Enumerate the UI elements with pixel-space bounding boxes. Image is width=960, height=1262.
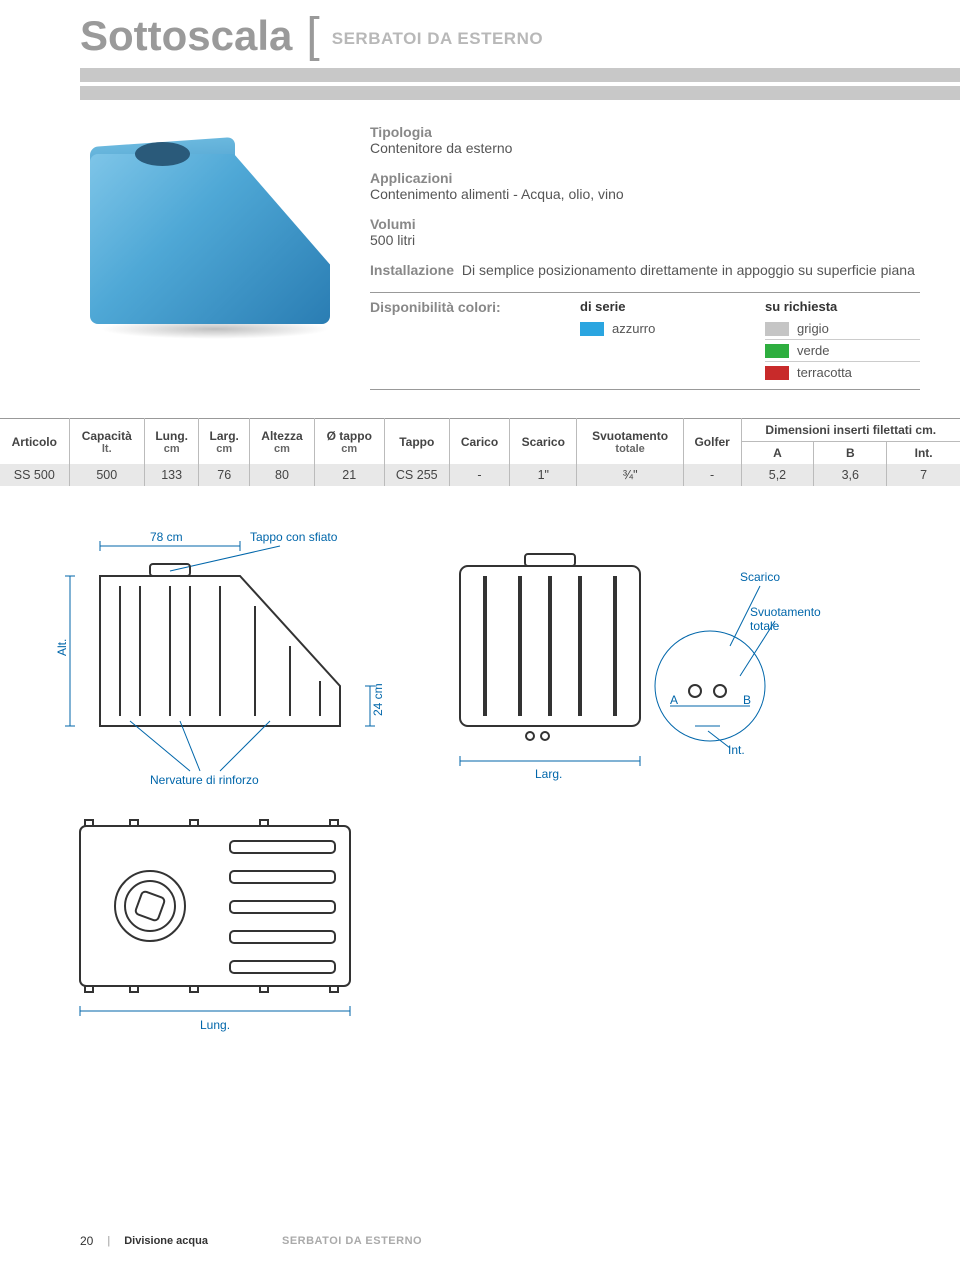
color-row: verde xyxy=(765,340,920,362)
bracket-icon: [ xyxy=(306,12,319,60)
cell-scarico: 1" xyxy=(510,464,577,486)
side-view-diagram: 78 cm Tappo con sfiato Alt. xyxy=(40,526,400,786)
divider-icon: | xyxy=(107,1235,110,1247)
page-number: 20 xyxy=(80,1234,93,1248)
specs-panel: Tipologia Contenitore da esterno Applica… xyxy=(370,124,920,390)
decorative-bars xyxy=(0,68,960,100)
division-label: Divisione acqua xyxy=(124,1235,208,1247)
nervature-label: Nervature di rinforzo xyxy=(150,773,259,786)
th-capacita: Capacità xyxy=(76,429,138,443)
cell-altezza: 80 xyxy=(250,464,315,486)
color-row: terracotta xyxy=(765,362,920,383)
th-golfer: Golfer xyxy=(690,435,735,449)
front-view-diagram: Larg. A B Scarico Svuotamento totale Int… xyxy=(430,526,850,786)
page-footer: 20 | Divisione acqua SERBATOI DA ESTERNO xyxy=(80,1234,422,1248)
cell-tappo: CS 255 xyxy=(384,464,449,486)
applicazioni-value: Contenimento alimenti - Acqua, olio, vin… xyxy=(370,186,920,202)
installazione-label: Installazione xyxy=(370,262,454,278)
detail-a: A xyxy=(670,693,678,707)
color-swatch xyxy=(580,322,604,336)
cell-articolo: SS 500 xyxy=(0,464,69,486)
th-dim-b: B xyxy=(820,446,880,460)
th-carico: Carico xyxy=(456,435,503,449)
color-swatch xyxy=(765,322,789,336)
th-dim-a: A xyxy=(748,446,808,460)
tipologia-value: Contenitore da esterno xyxy=(370,140,920,156)
footer-category: SERBATOI DA ESTERNO xyxy=(282,1235,422,1247)
color-availability: Disponibilità colori: di serie azzurro s… xyxy=(370,292,920,390)
cell-dim-int: 7 xyxy=(887,464,960,486)
cell-svuotamento: ¾" xyxy=(577,464,683,486)
svuotamento-label: Svuotamento xyxy=(750,605,821,619)
color-name: azzurro xyxy=(612,321,655,336)
cell-lung: 133 xyxy=(144,464,199,486)
scarico-label: Scarico xyxy=(740,570,780,584)
larg-label: Larg. xyxy=(535,767,562,781)
dim-78cm: 78 cm xyxy=(150,530,183,544)
applicazioni-label: Applicazioni xyxy=(370,170,920,186)
color-name: terracotta xyxy=(797,365,852,380)
th-lung: Lung. xyxy=(151,429,193,443)
alt-label: Alt. xyxy=(55,639,69,656)
th-dim-int: Int. xyxy=(893,446,954,460)
installazione-value: Di semplice posizionamento direttamente … xyxy=(462,262,915,278)
cell-dim-a: 5,2 xyxy=(741,464,814,486)
th-svuotamento: Svuotamento xyxy=(583,429,676,443)
cell-carico: - xyxy=(449,464,509,486)
color-row: azzurro xyxy=(580,318,735,339)
th-tappo: Tappo xyxy=(391,435,443,449)
cell-dim-b: 3,6 xyxy=(814,464,887,486)
category-subtitle: SERBATOI DA ESTERNO xyxy=(332,23,543,49)
volumi-label: Volumi xyxy=(370,216,920,232)
color-swatch xyxy=(765,366,789,380)
color-name: verde xyxy=(797,343,830,358)
tipologia-label: Tipologia xyxy=(370,124,920,140)
int-label: Int. xyxy=(728,743,745,757)
color-swatch xyxy=(765,344,789,358)
th-scarico: Scarico xyxy=(516,435,570,449)
th-larg: Larg. xyxy=(205,429,243,443)
serie-head: di serie xyxy=(580,299,735,314)
color-name: grigio xyxy=(797,321,829,336)
technical-drawings: 78 cm Tappo con sfiato Alt. xyxy=(0,486,960,796)
spec-table: Articolo Capacitàlt. Lung.cm Larg.cm Alt… xyxy=(0,418,960,486)
th-altezza: Altezza xyxy=(256,429,308,443)
detail-b: B xyxy=(743,693,751,707)
th-articolo: Articolo xyxy=(6,435,63,449)
richiesta-head: su richiesta xyxy=(765,299,920,314)
th-diam-tappo: Ø tappo xyxy=(321,429,378,443)
product-photo xyxy=(80,124,340,344)
cell-capacita: 500 xyxy=(69,464,144,486)
top-view-diagram: Lung. xyxy=(60,816,380,1036)
cell-diam-tappo: 21 xyxy=(314,464,384,486)
product-title: Sottoscala xyxy=(80,12,292,60)
page-header: Sottoscala [ SERBATOI DA ESTERNO xyxy=(0,0,960,68)
cell-golfer: - xyxy=(683,464,741,486)
volumi-value: 500 litri xyxy=(370,232,920,248)
colori-label: Disponibilità colori: xyxy=(370,299,550,383)
top-view-diagram-wrap: Lung. xyxy=(0,796,960,1061)
svuotamento-label2: totale xyxy=(750,619,780,633)
tappo-label: Tappo con sfiato xyxy=(250,530,338,544)
dim-24cm: 24 cm xyxy=(371,683,385,716)
lung-label: Lung. xyxy=(200,1018,230,1032)
th-dim-group: Dimensioni inserti filettati cm. xyxy=(748,423,954,437)
cell-larg: 76 xyxy=(199,464,250,486)
table-row: SS 500 500 133 76 80 21 CS 255 - 1" ¾" -… xyxy=(0,464,960,486)
color-row: grigio xyxy=(765,318,920,340)
